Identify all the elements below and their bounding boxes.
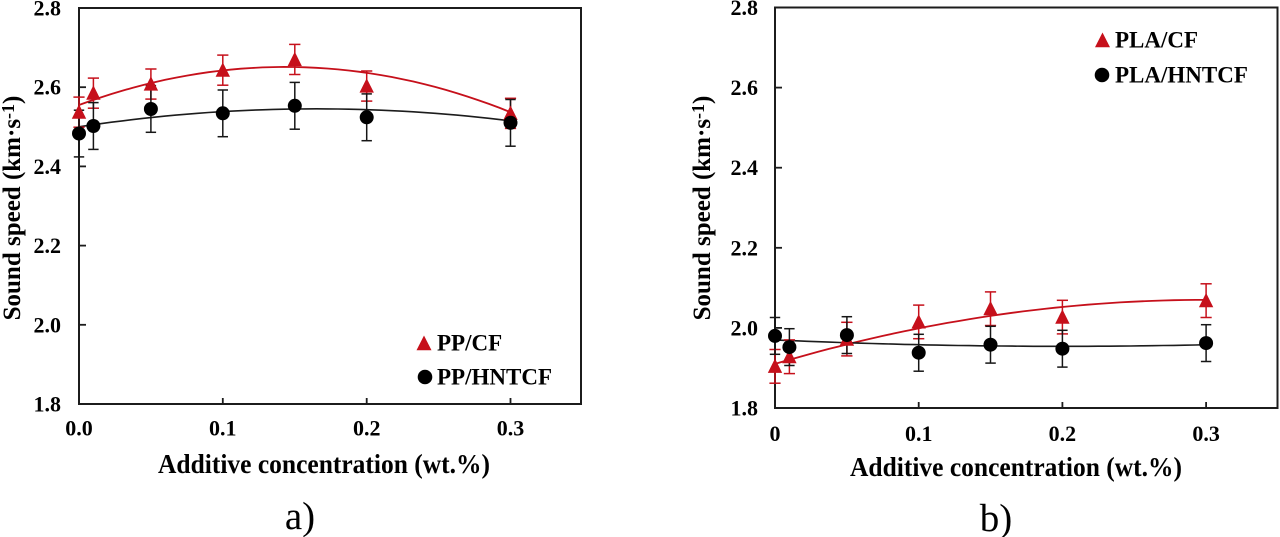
svg-text:Sound speed (km·s-1): Sound speed (km·s-1) xyxy=(0,96,26,321)
svg-text:0.3: 0.3 xyxy=(497,416,525,441)
svg-text:0.1: 0.1 xyxy=(209,416,237,441)
svg-text:0.3: 0.3 xyxy=(1192,421,1220,446)
svg-text:Sound speed (km·s-1): Sound speed (km·s-1) xyxy=(688,96,716,321)
svg-text:a): a) xyxy=(285,495,315,537)
svg-text:0.2: 0.2 xyxy=(353,416,381,441)
svg-text:0.1: 0.1 xyxy=(905,421,933,446)
svg-text:PLA/CF: PLA/CF xyxy=(1115,28,1198,53)
svg-text:b): b) xyxy=(980,497,1013,537)
svg-text:2.0: 2.0 xyxy=(34,312,62,337)
svg-text:2.2: 2.2 xyxy=(34,233,62,258)
svg-text:PP/CF: PP/CF xyxy=(437,331,502,356)
svg-text:2.6: 2.6 xyxy=(34,75,62,100)
svg-text:0.0: 0.0 xyxy=(65,416,93,441)
svg-text:Additive concentration (wt.%): Additive concentration (wt.%) xyxy=(850,452,1182,482)
svg-text:PLA/HNTCF: PLA/HNTCF xyxy=(1115,63,1248,88)
svg-text:0: 0 xyxy=(770,421,781,446)
svg-text:1.8: 1.8 xyxy=(34,392,62,417)
svg-text:2.4: 2.4 xyxy=(731,155,759,180)
svg-text:2.0: 2.0 xyxy=(731,315,759,340)
svg-text:PP/HNTCF: PP/HNTCF xyxy=(437,365,552,390)
svg-text:2.4: 2.4 xyxy=(34,154,62,179)
svg-text:2.8: 2.8 xyxy=(731,0,759,20)
svg-text:0.2: 0.2 xyxy=(1049,421,1077,446)
svg-text:2.8: 2.8 xyxy=(34,0,62,21)
svg-text:Additive concentration (wt.%): Additive concentration (wt.%) xyxy=(158,449,490,479)
svg-text:2.2: 2.2 xyxy=(731,235,759,260)
svg-text:2.6: 2.6 xyxy=(731,75,759,100)
svg-text:1.8: 1.8 xyxy=(731,396,759,421)
